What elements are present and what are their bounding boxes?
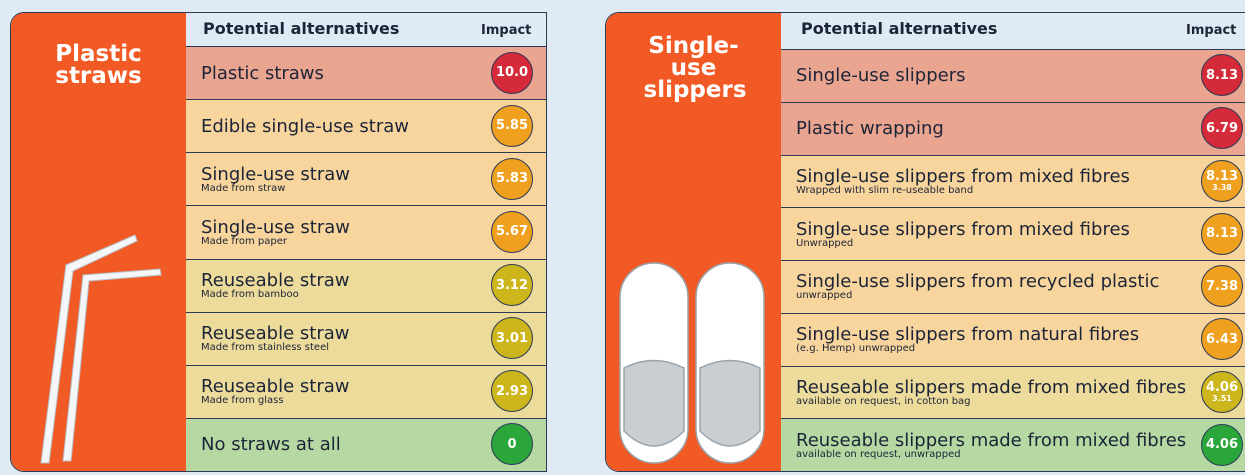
impact-value: 4.06 bbox=[1206, 438, 1238, 451]
row-note: Unwrapped bbox=[796, 239, 1245, 249]
column-header: Potential alternatives bbox=[801, 19, 997, 38]
impact-value: 8.13 bbox=[1206, 69, 1238, 82]
impact-badge: 5.85 bbox=[491, 105, 533, 147]
row-note: available on request, in cotton bag bbox=[796, 397, 1245, 407]
impact-badge: 10.0 bbox=[491, 52, 533, 94]
impact-value: 10.0 bbox=[496, 66, 528, 79]
row-label: Single-use slippers from recycled plasti… bbox=[796, 272, 1245, 291]
impact-value: 0 bbox=[507, 438, 516, 451]
impact-value: 5.85 bbox=[496, 119, 528, 132]
impact-value: 7.38 bbox=[1206, 280, 1238, 293]
row: Single-use slippers from recycled plasti… bbox=[781, 260, 1245, 313]
row-note: available on request, unwrapped bbox=[796, 450, 1245, 460]
row-label: Single-use slippers from mixed fibres bbox=[796, 167, 1245, 186]
impact-header: Impact bbox=[481, 23, 531, 38]
impact-badge: 3.12 bbox=[491, 264, 533, 306]
impact-value: 8.13 bbox=[1206, 170, 1238, 183]
impact-value: 3.38 bbox=[1212, 183, 1232, 192]
impact-value: 6.43 bbox=[1206, 333, 1238, 346]
column-header: Potential alternatives bbox=[203, 19, 399, 38]
row-note: unwrapped bbox=[796, 291, 1245, 301]
impact-badge: 6.79 bbox=[1201, 107, 1243, 149]
impact-value: 5.83 bbox=[496, 172, 528, 185]
impact-value: 6.79 bbox=[1206, 122, 1238, 135]
impact-value: 8.13 bbox=[1206, 227, 1238, 240]
panel: Single-use slippers Potential alternativ… bbox=[605, 12, 1245, 472]
impact-value: 3.01 bbox=[496, 332, 528, 345]
row-label: Single-use slippers from mixed fibres bbox=[796, 220, 1245, 239]
row-note: Wrapped with slim re-useable band bbox=[796, 186, 1245, 196]
impact-value: 2.93 bbox=[496, 385, 528, 398]
impact-badge: 8.13 bbox=[1201, 213, 1243, 255]
row-label: Reuseable slippers made from mixed fibre… bbox=[796, 431, 1245, 450]
row-label: Plastic wrapping bbox=[796, 119, 1245, 138]
category-column: Plastic straws bbox=[11, 13, 186, 471]
row-label: Reuseable slippers made from mixed fibre… bbox=[796, 378, 1245, 397]
impact-badge: 6.43 bbox=[1201, 318, 1243, 360]
impact-badge: 4.06 bbox=[1201, 424, 1243, 466]
row-label: Single-use slippers from natural fibres bbox=[796, 325, 1245, 344]
impact-badge: 3.01 bbox=[491, 317, 533, 359]
impact-header: Impact bbox=[1186, 23, 1236, 38]
row: Single-use slippers from natural fibres(… bbox=[781, 313, 1245, 366]
row-label: Single-use slippers bbox=[796, 66, 1245, 85]
impact-value: 5.67 bbox=[496, 225, 528, 238]
impact-badge: 5.83 bbox=[491, 158, 533, 200]
page: {"panels":[ {"title":"Plastic straws","h… bbox=[0, 0, 1245, 475]
row: Single-use slippers bbox=[781, 49, 1245, 102]
impact-badge: 5.67 bbox=[491, 211, 533, 253]
row: Reuseable slippers made from mixed fibre… bbox=[781, 366, 1245, 419]
row-note: (e.g. Hemp) unwrapped bbox=[796, 344, 1245, 354]
impact-value: 3.12 bbox=[496, 279, 528, 292]
row: Plastic wrapping bbox=[781, 102, 1245, 155]
impact-badge: 2.93 bbox=[491, 370, 533, 412]
slippers-icon bbox=[606, 13, 781, 471]
panel: Plastic straws Potential alternatives Im… bbox=[10, 12, 547, 472]
category-column: Single-use slippers bbox=[606, 13, 781, 471]
row: Reuseable slippers made from mixed fibre… bbox=[781, 418, 1245, 471]
impact-value: 3.51 bbox=[1212, 394, 1232, 403]
impact-value: 4.06 bbox=[1206, 381, 1238, 394]
straw-icon bbox=[11, 13, 186, 471]
